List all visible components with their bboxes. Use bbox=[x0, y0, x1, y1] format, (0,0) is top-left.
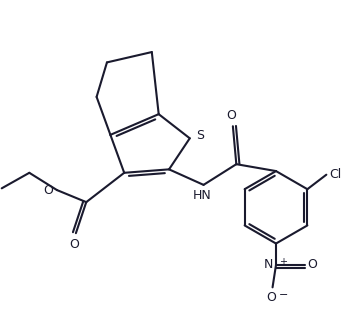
Text: HN: HN bbox=[193, 189, 211, 202]
Text: O: O bbox=[226, 109, 236, 122]
Text: O: O bbox=[69, 238, 79, 251]
Text: O: O bbox=[266, 292, 276, 304]
Text: O: O bbox=[43, 183, 53, 197]
Text: Cl: Cl bbox=[329, 168, 341, 181]
Text: +: + bbox=[279, 257, 287, 267]
Text: O: O bbox=[308, 259, 318, 272]
Text: S: S bbox=[196, 129, 204, 142]
Text: N: N bbox=[264, 259, 273, 272]
Text: −: − bbox=[279, 290, 288, 300]
